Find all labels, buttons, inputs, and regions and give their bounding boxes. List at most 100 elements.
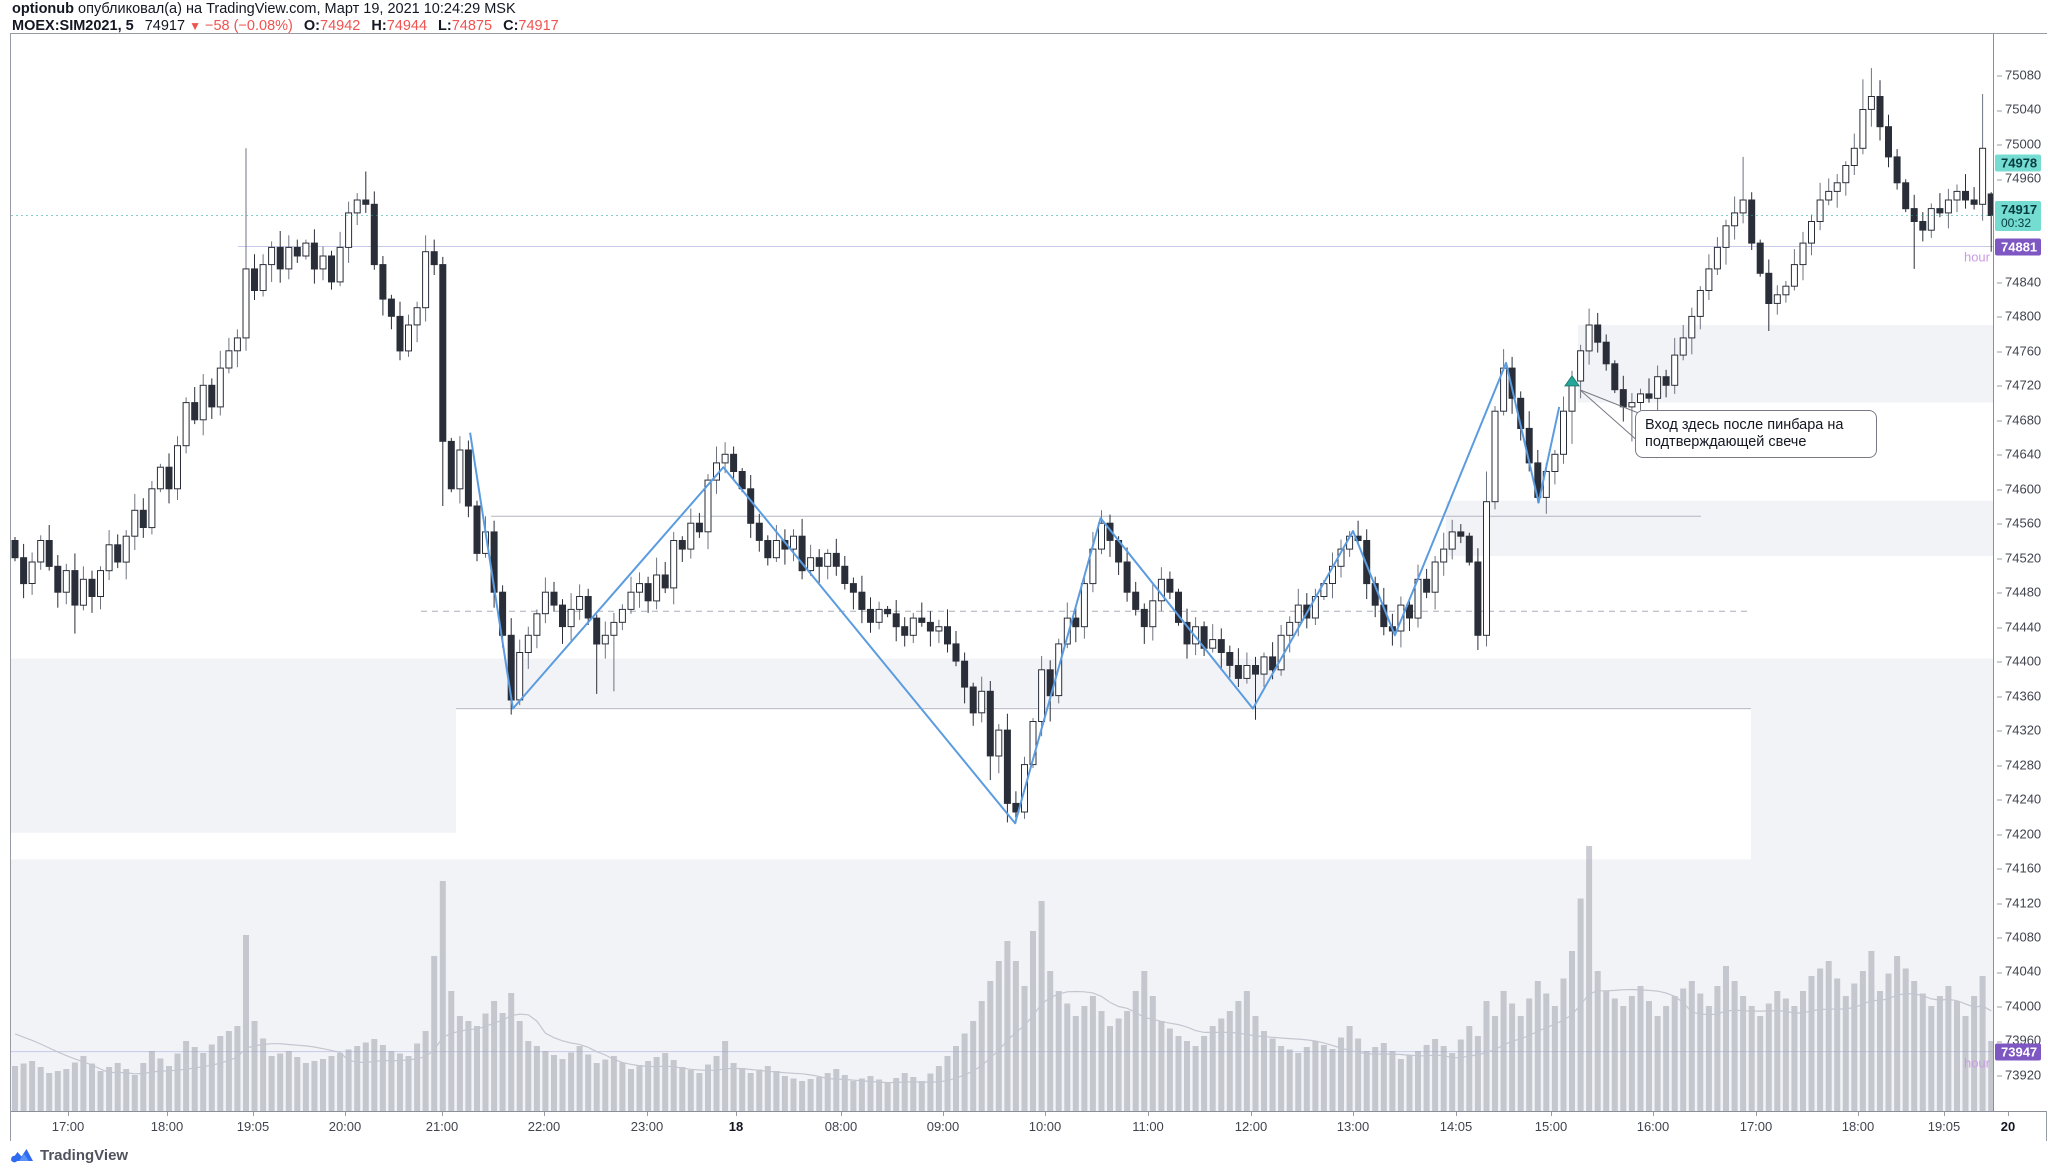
volume-bar[interactable] — [114, 1063, 121, 1111]
volume-bar[interactable] — [1517, 1016, 1524, 1111]
candle-body[interactable] — [114, 544, 122, 563]
candle-body[interactable] — [1808, 221, 1815, 244]
volume-bar[interactable] — [1175, 1036, 1182, 1111]
volume-bar[interactable] — [1543, 993, 1550, 1112]
candle-body[interactable] — [1363, 540, 1371, 585]
candle-body[interactable] — [704, 479, 712, 533]
volume-bar[interactable] — [1355, 1038, 1362, 1112]
candle-body[interactable] — [524, 634, 532, 653]
candle-body[interactable] — [387, 298, 395, 317]
volume-bar[interactable] — [1226, 1011, 1233, 1111]
volume-bar[interactable] — [174, 1053, 181, 1112]
volume-bar[interactable] — [551, 1055, 557, 1111]
volume-bar[interactable] — [311, 1061, 318, 1111]
volume-bar[interactable] — [1201, 1036, 1208, 1111]
volume-bar[interactable] — [1047, 971, 1054, 1111]
candle-body[interactable] — [122, 535, 130, 563]
candle-body[interactable] — [841, 565, 849, 584]
candle-body[interactable] — [1491, 410, 1499, 503]
candle-body[interactable] — [1585, 324, 1593, 352]
candle-body[interactable] — [678, 540, 686, 550]
volume-bar[interactable] — [1457, 1039, 1464, 1112]
volume-bar[interactable] — [80, 1056, 87, 1111]
volume-bar[interactable] — [1817, 968, 1824, 1112]
candle-body[interactable] — [584, 596, 592, 619]
candle-body[interactable] — [918, 617, 926, 623]
candle-body[interactable] — [413, 307, 421, 326]
candle-body[interactable] — [858, 591, 866, 610]
candle-body[interactable] — [1885, 126, 1892, 158]
candle-body[interactable] — [764, 540, 772, 559]
volume-bar[interactable] — [713, 1056, 720, 1111]
volume-bar[interactable] — [1269, 1038, 1276, 1112]
volume-bar[interactable] — [439, 881, 446, 1111]
volume-bar[interactable] — [1911, 981, 1918, 1111]
candle-body[interactable] — [1260, 656, 1268, 675]
symbol-interval[interactable]: MOEX:SIM2021, 5 — [12, 18, 134, 34]
candle-body[interactable] — [1773, 294, 1781, 304]
candle-body[interactable] — [550, 591, 558, 606]
candle-body[interactable] — [336, 246, 344, 283]
candle-body[interactable] — [824, 552, 832, 567]
candle-body[interactable] — [961, 660, 969, 688]
volume-bar[interactable] — [901, 1073, 908, 1111]
candle-body[interactable] — [1816, 199, 1824, 222]
volume-bar[interactable] — [1432, 1039, 1439, 1111]
candle-body[interactable] — [1936, 208, 1944, 214]
volume-bar[interactable] — [1072, 1016, 1079, 1111]
volume-bar[interactable] — [422, 1031, 429, 1111]
annotation-callout[interactable]: Вход здесь после пинбара на подтверждающ… — [1635, 410, 1877, 458]
volume-bar[interactable] — [525, 1041, 532, 1111]
candle-body[interactable] — [1217, 639, 1225, 653]
volume-bar[interactable] — [739, 1068, 746, 1111]
volume-bar[interactable] — [1055, 991, 1062, 1111]
volume-bar[interactable] — [208, 1044, 215, 1112]
volume-bar[interactable] — [628, 1069, 634, 1111]
candle-body[interactable] — [1192, 626, 1200, 645]
volume-bar[interactable] — [1449, 1053, 1456, 1111]
volume-bar[interactable] — [285, 1051, 292, 1111]
candle-body[interactable] — [1063, 617, 1071, 645]
candle-body[interactable] — [1833, 182, 1841, 192]
volume-bar[interactable] — [320, 1059, 326, 1111]
candle-body[interactable] — [199, 384, 207, 421]
volume-bar[interactable] — [1611, 998, 1618, 1112]
volume-bar[interactable] — [1834, 978, 1841, 1112]
volume-bar[interactable] — [833, 1069, 840, 1111]
volume-bar[interactable] — [1705, 1006, 1712, 1111]
volume-bar[interactable] — [1894, 956, 1901, 1111]
candle-body[interactable] — [1876, 96, 1884, 128]
volume-bar[interactable] — [1637, 986, 1644, 1111]
candle-body[interactable] — [627, 591, 635, 610]
volume-bar[interactable] — [1654, 1016, 1661, 1111]
candle-body[interactable] — [1440, 548, 1448, 563]
volume-bar[interactable] — [448, 991, 455, 1111]
volume-bar[interactable] — [918, 1081, 925, 1111]
candle-body[interactable] — [225, 350, 233, 369]
volume-bar[interactable] — [970, 1021, 977, 1111]
candle-body[interactable] — [293, 246, 301, 257]
candle-body[interactable] — [875, 608, 883, 623]
volume-bar[interactable] — [260, 1038, 267, 1112]
volume-bar[interactable] — [1877, 991, 1883, 1111]
candle-body[interactable] — [1106, 522, 1114, 541]
volume-bar[interactable] — [1474, 1036, 1481, 1111]
volume-bar[interactable] — [1697, 993, 1704, 1112]
volume-bar[interactable] — [465, 1021, 472, 1111]
volume-bar[interactable] — [1928, 1006, 1935, 1111]
volume-bar[interactable] — [1723, 966, 1729, 1111]
candle-body[interactable] — [1645, 393, 1653, 399]
volume-bar[interactable] — [1423, 1045, 1430, 1111]
candle-body[interactable] — [233, 337, 241, 352]
candle-body[interactable] — [892, 613, 900, 628]
volume-bar[interactable] — [1663, 1006, 1670, 1111]
candle-body[interactable] — [139, 509, 147, 528]
volume-bar[interactable] — [576, 1046, 583, 1111]
price-volume-plot[interactable] — [11, 34, 2046, 1140]
volume-bar[interactable] — [1243, 991, 1250, 1111]
volume-bar[interactable] — [200, 1053, 207, 1111]
volume-bar[interactable] — [1808, 976, 1815, 1111]
candle-body[interactable] — [1474, 561, 1482, 636]
volume-bar[interactable] — [1397, 1059, 1404, 1111]
volume-bar[interactable] — [1586, 846, 1593, 1111]
